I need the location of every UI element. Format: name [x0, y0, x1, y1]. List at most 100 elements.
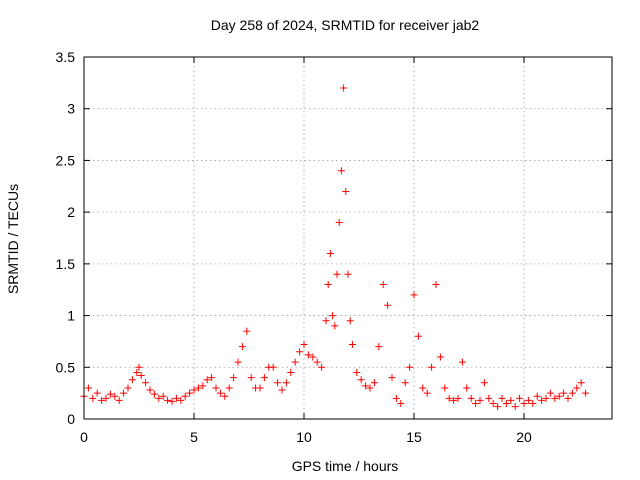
data-point — [296, 348, 304, 356]
data-point — [489, 399, 497, 407]
data-point — [155, 394, 163, 402]
data-point — [511, 403, 519, 411]
data-point — [172, 394, 180, 402]
data-point — [436, 353, 444, 361]
data-point — [216, 389, 224, 397]
data-point — [564, 394, 572, 402]
data-point — [203, 376, 211, 384]
data-point — [582, 389, 590, 397]
data-point — [115, 396, 123, 404]
data-point — [324, 281, 332, 289]
data-point — [243, 327, 251, 335]
data-point — [120, 389, 128, 397]
data-point — [159, 392, 167, 400]
data-point — [247, 374, 255, 382]
y-tick-label: 1 — [67, 308, 75, 324]
data-point — [331, 322, 339, 330]
plot-frame — [83, 56, 613, 420]
data-point — [375, 343, 383, 351]
data-point — [150, 390, 158, 398]
data-point — [212, 384, 220, 392]
data-point — [573, 384, 581, 392]
data-point — [260, 374, 268, 382]
data-point — [353, 368, 361, 376]
data-point — [406, 363, 414, 371]
data-point — [102, 394, 110, 402]
y-tick-label: 3.5 — [56, 49, 76, 65]
axis-ticks: 0 5 10 15 20 0 0.5 1 1.5 2 2.5 3 3.5 — [56, 49, 612, 445]
data-point — [124, 384, 132, 392]
data-point — [463, 384, 471, 392]
data-point — [538, 396, 546, 404]
data-point — [414, 332, 422, 340]
data-point — [397, 399, 405, 407]
data-point — [84, 384, 92, 392]
data-point — [441, 384, 449, 392]
y-axis-label: SRMTID / TECUs — [5, 184, 21, 294]
data-point — [282, 379, 290, 387]
data-point — [362, 382, 370, 390]
data-point — [366, 384, 374, 392]
data-point — [392, 394, 400, 402]
data-point — [309, 353, 317, 361]
data-point — [348, 341, 356, 349]
x-tick-label: 5 — [190, 429, 198, 445]
data-point — [498, 394, 506, 402]
y-tick-label: 2.5 — [56, 152, 76, 168]
data-point — [287, 368, 295, 376]
data-point — [269, 363, 277, 371]
data-point — [208, 374, 216, 382]
data-point — [225, 384, 233, 392]
data-point — [199, 382, 207, 390]
data-point — [516, 394, 524, 402]
data-point — [357, 376, 365, 384]
data-point — [458, 358, 466, 366]
y-tick-label: 2 — [67, 204, 75, 220]
data-point — [344, 270, 352, 278]
data-point — [379, 281, 387, 289]
data-point — [89, 394, 97, 402]
data-point — [568, 389, 576, 397]
data-point — [480, 379, 488, 387]
x-tick-label: 10 — [296, 429, 312, 445]
chart-title: Day 258 of 2024, SRMTID for receiver jab… — [211, 17, 480, 33]
data-point — [472, 399, 480, 407]
data-point — [106, 390, 114, 398]
data-point — [533, 392, 541, 400]
data-point — [342, 187, 350, 195]
data-point — [555, 392, 563, 400]
data-points — [80, 84, 590, 411]
data-point — [111, 392, 119, 400]
data-point — [300, 341, 308, 349]
data-point — [142, 379, 150, 387]
data-point — [146, 386, 154, 394]
data-point — [190, 386, 198, 394]
data-point — [164, 396, 172, 404]
data-point — [502, 399, 510, 407]
data-point — [278, 386, 286, 394]
data-point — [370, 379, 378, 387]
data-point — [291, 358, 299, 366]
data-point — [318, 363, 326, 371]
data-point — [304, 351, 312, 359]
data-point — [133, 368, 141, 376]
data-point — [181, 392, 189, 400]
y-tick-label: 0.5 — [56, 359, 76, 375]
data-point — [93, 389, 101, 397]
data-point — [329, 312, 337, 320]
data-point — [507, 396, 515, 404]
x-tick-label: 15 — [406, 429, 422, 445]
data-point — [494, 403, 502, 411]
data-point — [313, 358, 321, 366]
data-point — [333, 270, 341, 278]
data-point — [520, 399, 528, 407]
data-point — [432, 281, 440, 289]
x-tick-label: 20 — [516, 429, 532, 445]
data-point — [551, 394, 559, 402]
data-point — [560, 389, 568, 397]
data-point — [322, 317, 330, 325]
data-point — [476, 396, 484, 404]
data-point — [340, 84, 348, 92]
